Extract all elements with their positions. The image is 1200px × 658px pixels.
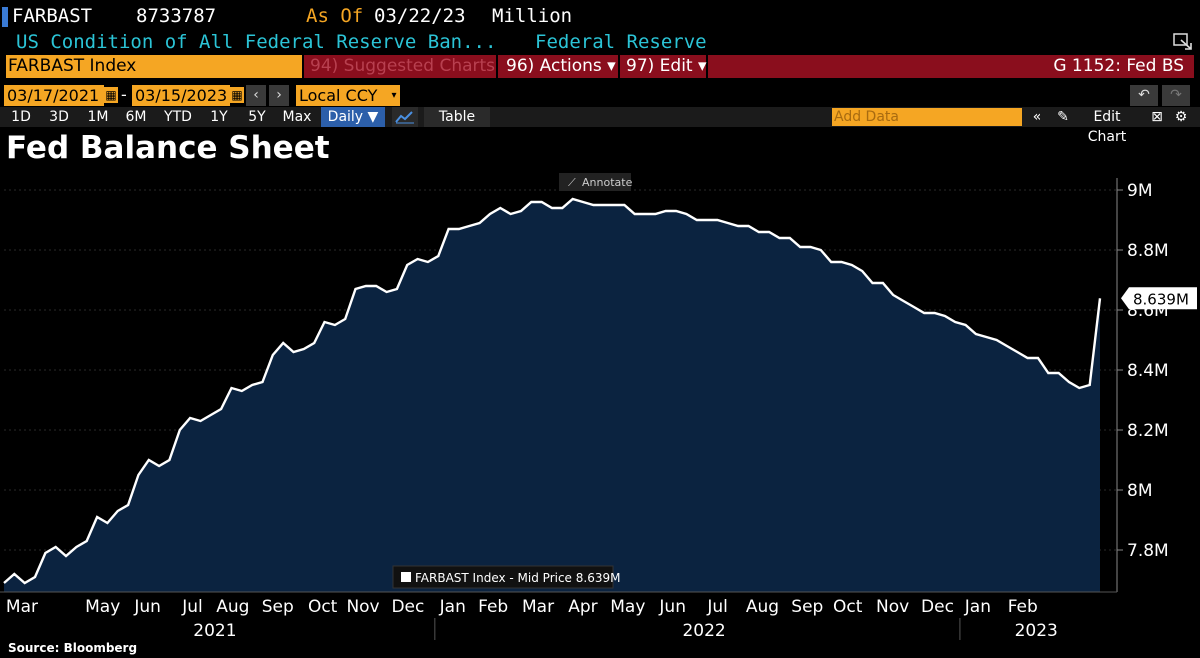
annotate-icon: ⟋ — [568, 176, 576, 189]
x-tick-label: May — [610, 597, 645, 617]
x-tick-label: Dec — [391, 597, 424, 617]
period-1m[interactable]: 1M — [87, 109, 109, 125]
as-of-date: 03/22/23 — [374, 5, 466, 27]
legend: FARBAST Index - Mid Price 8.639M — [392, 565, 620, 589]
x-tick-label: Nov — [346, 597, 379, 617]
security-description: US Condition of All Federal Reserve Ban.… — [16, 31, 497, 53]
collapse-icon[interactable]: « — [1032, 109, 1042, 125]
period-ytd[interactable]: YTD — [164, 109, 192, 125]
y-tick-label: 8M — [1127, 481, 1152, 501]
y-tick-label: 8.4M — [1127, 361, 1169, 381]
last-value-label-group: 8.639M — [1121, 287, 1197, 310]
security-field[interactable]: FARBAST Index — [6, 55, 302, 78]
y-tick-label: 7.8M — [1127, 541, 1169, 561]
line-chart-icon[interactable] — [392, 107, 418, 127]
x-tick-label: Sep — [791, 597, 823, 617]
function-name: G 1152: Fed BS — [708, 55, 1194, 78]
pencil-icon[interactable]: ✎ — [1057, 109, 1069, 125]
x-tick-label: Aug — [216, 597, 249, 617]
frequency-select[interactable]: Daily ▼ — [321, 107, 385, 127]
x-tick-label: Jun — [658, 597, 686, 617]
actions-menu[interactable]: 96) Actions ▾ — [498, 55, 618, 78]
y-tick-label: 9M — [1127, 181, 1152, 201]
x-tick-label: Jan — [964, 597, 991, 617]
area-fill — [4, 199, 1100, 592]
unit-label: Million — [492, 5, 573, 27]
table-button[interactable]: Table — [424, 107, 490, 127]
range-separator: - — [121, 85, 127, 104]
prev-range-button[interactable]: ‹ — [246, 85, 266, 106]
edit-chart-button[interactable]: Edit Chart — [1087, 109, 1127, 145]
command-bar: FARBAST Index 94) Suggested Charts 96) A… — [0, 55, 1200, 78]
x-year-label: 2022 — [682, 621, 725, 640]
start-calendar-icon[interactable]: ▦ — [104, 87, 118, 103]
date-range-row: 03/17/2021 ▦ - 03/15/2023 ▦ ‹ › Local CC… — [0, 85, 1200, 107]
source-note: Source: Bloomberg — [8, 641, 138, 655]
start-date-field[interactable]: 03/17/2021 — [4, 85, 104, 106]
gear-icon[interactable]: ⚙ — [1174, 109, 1188, 125]
period-6m[interactable]: 6M — [125, 109, 147, 125]
y-tick-label: 8.8M — [1127, 241, 1169, 261]
x-tick-label: Jul — [181, 597, 203, 617]
ticker-label: FARBAST — [12, 5, 93, 27]
annotate-label: Annotate — [582, 176, 633, 189]
period-1d[interactable]: 1D — [11, 109, 31, 125]
period-5y[interactable]: 5Y — [248, 109, 266, 125]
currency-dropdown-icon[interactable]: ▾ — [388, 85, 400, 106]
x-tick-label: Jun — [133, 597, 161, 617]
x-tick-label: Feb — [1008, 597, 1038, 617]
annotate-button[interactable]: ⟋ Annotate — [559, 173, 633, 191]
period-1y[interactable]: 1Y — [210, 109, 228, 125]
as-of-label: As Of — [306, 5, 364, 27]
x-tick-label: Jan — [439, 597, 466, 617]
description-header: US Condition of All Federal Reserve Ban.… — [0, 30, 1200, 54]
header-marker — [2, 7, 8, 27]
x-tick-label: May — [85, 597, 120, 617]
x-tick-label: Sep — [262, 597, 294, 617]
last-value-label: 8.639M — [1133, 290, 1189, 308]
series-line — [3, 197, 1102, 585]
undo-icon[interactable]: ↶ — [1130, 85, 1158, 106]
period-3d[interactable]: 3D — [49, 109, 69, 125]
x-tick-label: Nov — [876, 597, 909, 617]
end-calendar-icon[interactable]: ▦ — [230, 87, 244, 103]
x-tick-label: Dec — [921, 597, 954, 617]
end-date-field[interactable]: 03/15/2023 — [132, 85, 230, 106]
security-header: FARBAST 8733787 As Of 03/22/23 Million — [0, 4, 1200, 28]
period-toolbar: 1D 3D 1M 6M YTD 1Y 5Y Max Daily ▼ Table … — [0, 107, 1200, 145]
x-tick-label: Mar — [6, 597, 38, 617]
legend-text: FARBAST Index - Mid Price 8.639M — [415, 571, 620, 585]
edit-menu[interactable]: 97) Edit ▾ — [620, 55, 707, 78]
x-year-label: 2021 — [193, 621, 236, 640]
x-year-label: 2023 — [1015, 621, 1058, 640]
x-tick-label: Feb — [478, 597, 508, 617]
x-axis: Mar May Jun Jul Aug Sep Oct Nov Dec Jan Feb Mar Apr M… — [0, 591, 1117, 640]
add-data-input[interactable]: Add Data — [832, 108, 1022, 126]
period-max[interactable]: Max — [282, 109, 312, 125]
x-tick-label: Oct — [308, 597, 338, 617]
x-tick-label: Mar — [522, 597, 554, 617]
currency-select[interactable]: Local CCY — [296, 85, 388, 106]
x-tick-label: Apr — [568, 597, 597, 617]
legend-swatch — [401, 572, 411, 582]
last-value: 8733787 — [136, 5, 217, 27]
x-tick-label: Jul — [706, 597, 728, 617]
popout-icon[interactable] — [1172, 32, 1194, 52]
redo-icon[interactable]: ↷ — [1162, 85, 1190, 106]
y-tick-label: 8.2M — [1127, 421, 1169, 441]
next-range-button[interactable]: › — [269, 85, 289, 106]
chart-title: Fed Balance Sheet — [6, 130, 330, 166]
source-name: Federal Reserve — [535, 31, 707, 53]
suggested-charts-button[interactable]: 94) Suggested Charts — [304, 55, 496, 78]
x-tick-label: Aug — [746, 597, 779, 617]
x-tick-label: Oct — [833, 597, 863, 617]
chart-settings-icon[interactable]: ⊠ — [1151, 109, 1163, 125]
